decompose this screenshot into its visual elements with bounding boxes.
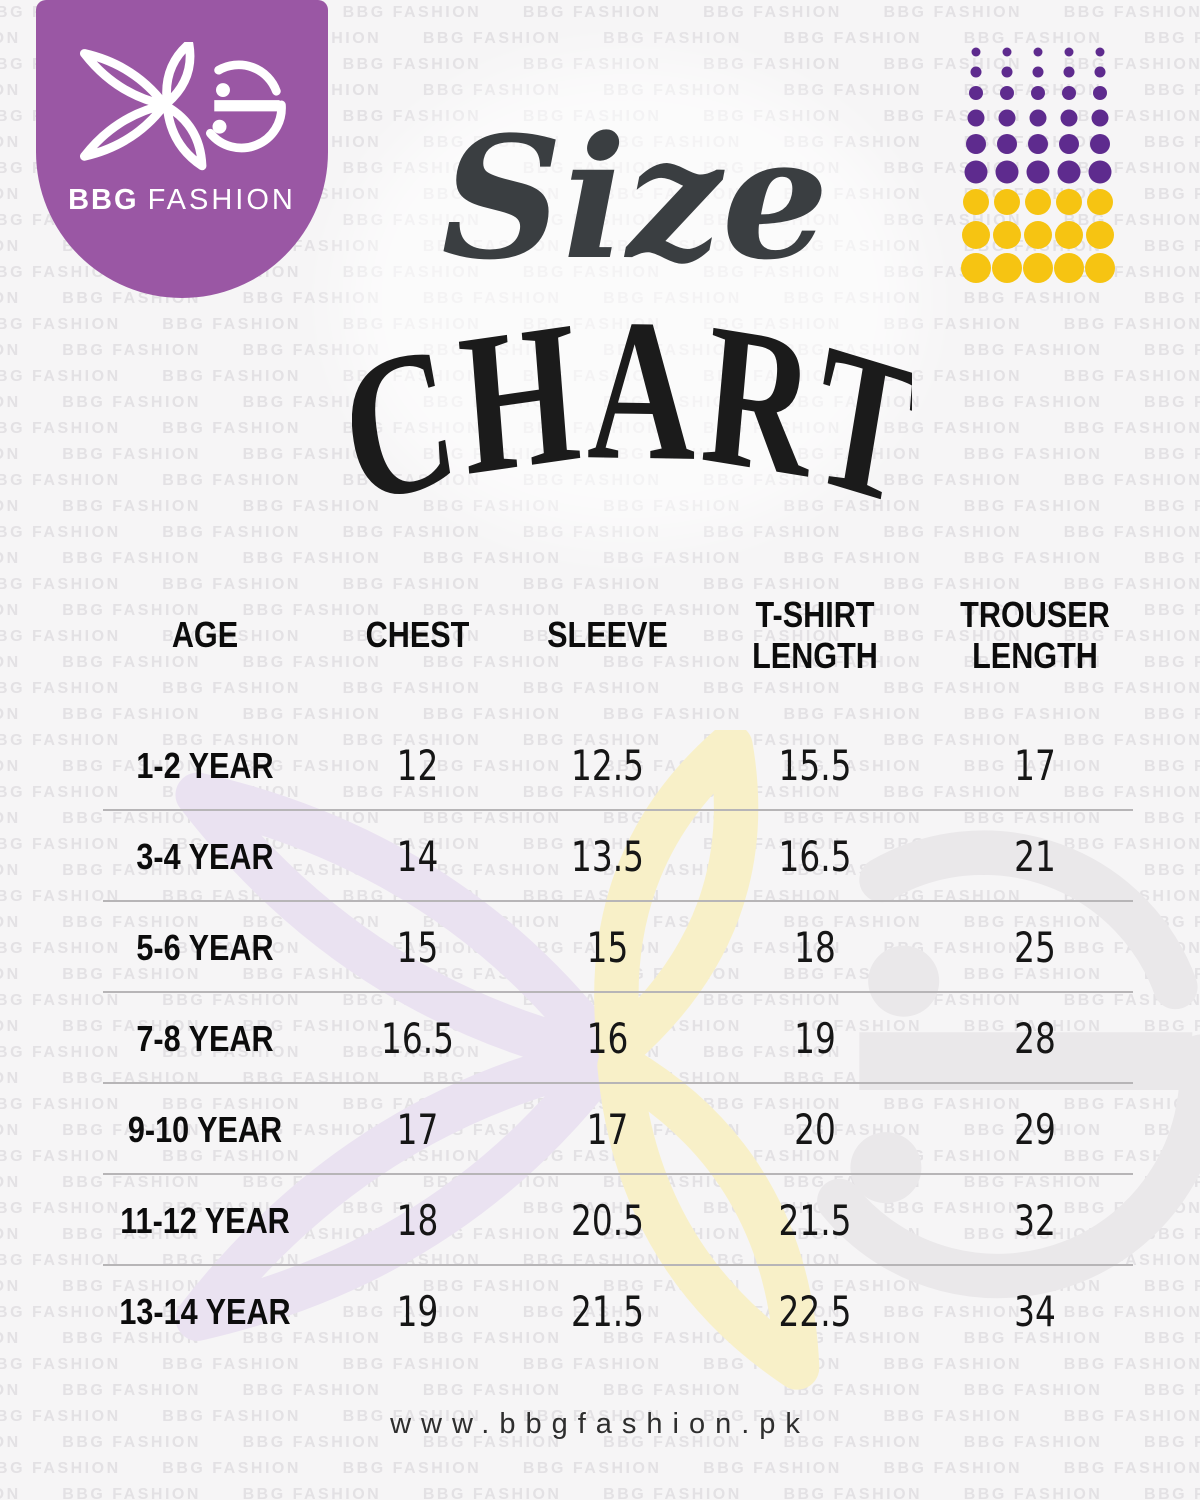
title-halo [340, 60, 920, 540]
watermark-row: BBG FASHION BBG FASHION BBG FASHION BBG … [0, 732, 1200, 749]
size-value: 12.5 [571, 741, 644, 790]
bbg-butterfly-logo-icon [79, 42, 286, 171]
table-row: 7-8 YEAR 16.5 16 19 28 [85, 993, 1145, 1084]
column-header: AGE [171, 614, 239, 656]
size-value: 20 [794, 1105, 836, 1154]
size-value: 12 [396, 741, 439, 790]
table-row: 5-6 YEAR 15 15 18 25 [85, 902, 1145, 993]
age-label: 13-14 YEAR [119, 1290, 291, 1332]
table-row: 3-4 YEAR 14 13.5 16.5 21 [85, 811, 1145, 902]
age-label: 3-4 YEAR [136, 835, 274, 877]
size-value: 18 [794, 923, 836, 972]
watermark-row: BBG FASHION BBG FASHION BBG FASHION BBG … [0, 550, 1200, 567]
size-value: 14 [396, 832, 439, 881]
column-header: SLEEVE [547, 614, 668, 656]
size-value: 17 [586, 1105, 629, 1154]
title-script: Size [441, 99, 829, 297]
size-value: 16.5 [778, 832, 852, 881]
size-value: 34 [1014, 1287, 1056, 1336]
size-value: 19 [794, 1014, 836, 1063]
watermark-row: BBG FASHION BBG FASHION BBG FASHION BBG … [0, 1356, 1200, 1373]
age-label: 5-6 YEAR [136, 926, 274, 968]
watermark-row: BBG FASHION BBG FASHION BBG FASHION BBG … [0, 1460, 1200, 1477]
watermark-row: BBG FASHION BBG FASHION BBG FASHION BBG … [0, 576, 1200, 593]
svg-text:CHART: CHART [352, 277, 912, 539]
watermark-row: BBG FASHION BBG FASHION BBG FASHION BBG … [0, 680, 1200, 697]
watermark-row: BBG FASHION BBG FASHION BBG FASHION BBG … [0, 602, 1200, 619]
watermark-row: BBG FASHION BBG FASHION BBG FASHION BBG … [0, 1486, 1200, 1500]
size-value: 15 [586, 923, 629, 972]
brand-name-bold: BBG [68, 184, 139, 216]
watermark-row: BBG FASHION BBG FASHION BBG FASHION BBG … [0, 1382, 1200, 1399]
size-value: 16 [586, 1014, 629, 1063]
size-value: 15 [396, 923, 439, 972]
size-value: 32 [1014, 1196, 1056, 1245]
title-main: CHART [352, 277, 912, 539]
brand-logo-watermark [175, 730, 1200, 1390]
brand-wordmark: BBG FASHION [36, 184, 328, 217]
watermark-row: BBG FASHION BBG FASHION BBG FASHION BBG … [0, 1122, 1200, 1139]
size-value: 13.5 [571, 832, 644, 881]
size-value: 15.5 [778, 741, 852, 790]
size-value: 25 [1014, 923, 1056, 972]
watermark-row: BBG FASHION BBG FASHION BBG FASHION BBG … [0, 628, 1200, 645]
watermark-row: BBG FASHION BBG FASHION BBG FASHION BBG … [0, 1330, 1200, 1347]
table-header-row: AGE CHEST SLEEVE T-SHIRT LENGTH TROUSER LENG… [85, 594, 1145, 676]
age-label: 11-12 YEAR [120, 1199, 290, 1241]
watermark-row: BBG FASHION BBG FASHION BBG FASHION BBG … [0, 1434, 1200, 1451]
website-url: www.bbgfashion.pk [390, 1408, 810, 1440]
size-value: 21 [1014, 832, 1056, 881]
watermark-row: BBG FASHION BBG FASHION BBG FASHION BBG … [0, 758, 1200, 775]
size-value: 28 [1014, 1014, 1056, 1063]
size-value: 29 [1014, 1105, 1056, 1154]
size-value: 20.5 [571, 1196, 644, 1245]
size-value: 16.5 [381, 1014, 454, 1063]
size-value: 19 [396, 1287, 439, 1336]
watermark-row: BBG FASHION BBG FASHION BBG FASHION BBG … [0, 784, 1200, 801]
dot-pattern-decoration [961, 47, 1115, 283]
column-header: TROUSER LENGTH [960, 594, 1110, 676]
column-header: T-SHIRT LENGTH [752, 594, 878, 676]
table-row: 9-10 YEAR 17 17 20 29 [85, 1084, 1145, 1175]
watermark-row: BBG FASHION BBG FASHION BBG FASHION BBG … [0, 1408, 1200, 1425]
size-value: 21.5 [778, 1196, 852, 1245]
table-row: 1-2 YEAR 12 12.5 15.5 17 [85, 720, 1145, 811]
age-label: 1-2 YEAR [136, 744, 274, 786]
table-body: 1-2 YEAR 12 12.5 15.5 17 3-4 YEAR 14 13.5 16.5 21… [85, 720, 1145, 1357]
size-value: 17 [1014, 741, 1056, 790]
brand-badge: BBG FASHION [36, 0, 328, 298]
size-value: 17 [396, 1105, 439, 1154]
brand-name-light: FASHION [147, 184, 296, 216]
age-label: 7-8 YEAR [136, 1017, 274, 1059]
column-header: CHEST [365, 614, 470, 656]
table-row: 13-14 YEAR 19 21.5 22.5 34 [85, 1266, 1145, 1357]
size-value: 18 [396, 1196, 439, 1245]
size-value: 21.5 [571, 1287, 644, 1336]
size-table: AGE CHEST SLEEVE T-SHIRT LENGTH TROUSER LENG… [85, 594, 1145, 1357]
watermark-row: BBG FASHION BBG FASHION BBG FASHION BBG … [0, 654, 1200, 671]
watermark-row: BBG FASHION BBG FASHION BBG FASHION BBG … [0, 706, 1200, 723]
table-row: 11-12 YEAR 18 20.5 21.5 32 [85, 1175, 1145, 1266]
size-value: 22.5 [778, 1287, 852, 1336]
watermark-row: BBG FASHION BBG FASHION BBG FASHION BBG … [0, 1096, 1200, 1113]
age-label: 9-10 YEAR [127, 1108, 283, 1150]
